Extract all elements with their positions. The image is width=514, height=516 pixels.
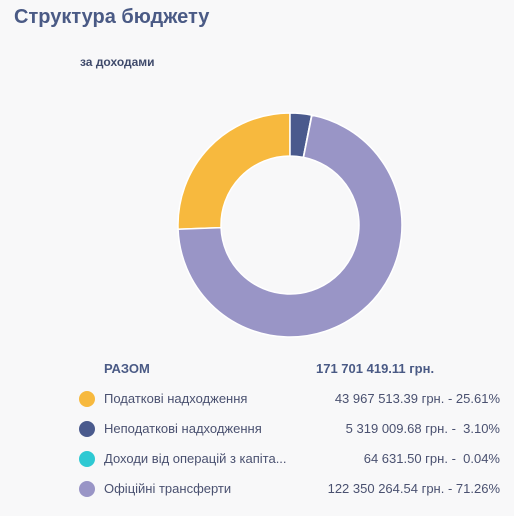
legend-label: Неподаткові надходження xyxy=(104,421,262,436)
legend-dot-icon xyxy=(79,451,95,467)
slice-tax-revenue[interactable] xyxy=(177,112,291,231)
legend-label: Офіційні трансферти xyxy=(104,481,232,496)
total-value: 171 701 419.11 грн. xyxy=(316,361,435,376)
legend-amount: 43 967 513.39 грн. - 25.61% xyxy=(334,391,500,406)
legend-item-capital-operations[interactable]: Доходи від операцій з капіта... 64 631.5… xyxy=(0,448,514,478)
legend-amount: 122 350 264.54 грн. - 71.26% xyxy=(327,481,500,496)
legend-dot-icon xyxy=(79,421,95,437)
legend-item-non-tax-revenue[interactable]: Неподаткові надходження 5 319 009.68 грн… xyxy=(0,418,514,448)
total-label: РАЗОМ xyxy=(104,361,150,376)
legend-dot-icon xyxy=(79,481,95,497)
donut-chart xyxy=(177,112,403,338)
slice-official-transfers[interactable] xyxy=(177,114,403,338)
legend-amount: 5 319 009.68 грн. - 3.10% xyxy=(345,421,500,436)
legend-amount: 64 631.50 грн. - 0.04% xyxy=(363,451,500,466)
legend-label: Податкові надходження xyxy=(104,391,248,406)
chart-subtitle: за доходами xyxy=(80,55,155,69)
legend-label: Доходи від операцій з капіта... xyxy=(104,451,287,466)
legend-item-tax-revenue[interactable]: Податкові надходження 43 967 513.39 грн.… xyxy=(0,388,514,418)
page-title: Структура бюджету xyxy=(14,6,210,28)
legend-dot-icon xyxy=(79,391,95,407)
legend-item-official-transfers[interactable]: Офіційні трансферти 122 350 264.54 грн. … xyxy=(0,478,514,508)
legend: Податкові надходження 43 967 513.39 грн.… xyxy=(0,388,514,508)
